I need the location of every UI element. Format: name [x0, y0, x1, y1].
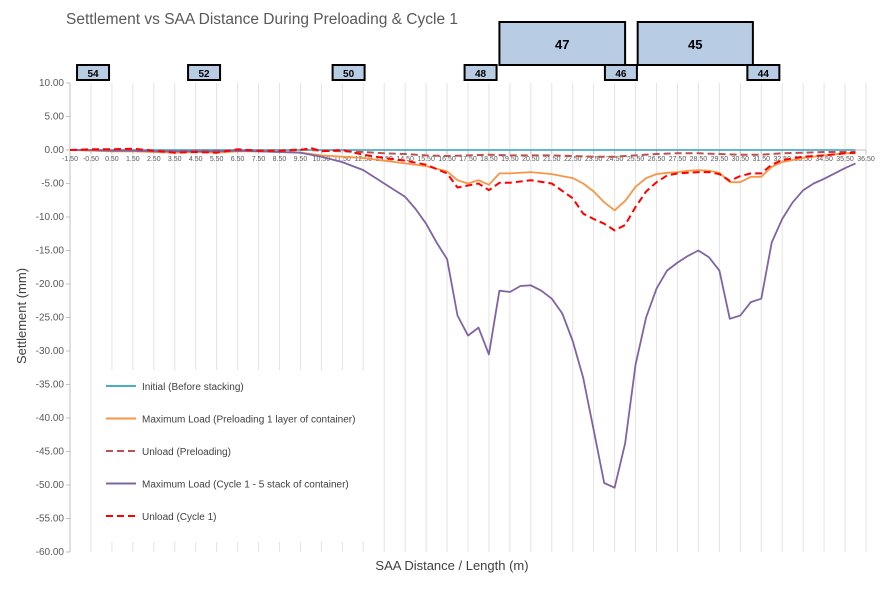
series-lines — [69, 147, 856, 489]
x-tick-label: 35.50 — [836, 156, 854, 163]
x-tick-label: 10.50 — [313, 156, 331, 163]
legend-label: Maximum Load (Preloading 1 layer of cont… — [142, 415, 355, 426]
x-tick-label: 23.50 — [585, 156, 603, 163]
legend-box — [96, 370, 374, 542]
x-tick-label: 19.50 — [501, 156, 519, 163]
y-tick-label: -45.00 — [36, 447, 65, 458]
x-tick-label: 13.50 — [375, 156, 393, 163]
y-tick-label: -50.00 — [36, 480, 65, 491]
x-tick-label: 31.50 — [752, 156, 770, 163]
x-tick-label: 9.50 — [294, 156, 308, 163]
x-tick-label: 11.50 — [334, 156, 351, 163]
x-tick-label: 12.50 — [354, 156, 372, 163]
container-marker-label: 48 — [475, 69, 487, 80]
y-tick-label: -10.00 — [36, 212, 65, 223]
x-tick-label: 3.50 — [168, 156, 182, 163]
y-tick-label: -40.00 — [36, 413, 65, 424]
x-tick-label: 6.50 — [231, 156, 245, 163]
x-tick-label: 8.50 — [273, 156, 287, 163]
container-marker — [187, 64, 222, 81]
container-marker-label: 44 — [758, 69, 770, 80]
container-marker-label: 46 — [615, 69, 627, 80]
x-tick-label: 26.50 — [648, 156, 666, 163]
x-tick-label: -0.50 — [83, 156, 99, 163]
y-tick-label: -20.00 — [36, 279, 65, 290]
container-marker — [746, 64, 781, 81]
x-tick-label: 0.50 — [105, 156, 119, 163]
legend-label: Unload (Preloading) — [142, 447, 231, 458]
x-tick-label: 22.50 — [564, 156, 582, 163]
y-tick-label: -25.00 — [36, 313, 65, 324]
x-tick-label: 1.50 — [126, 156, 140, 163]
y-tick-label: -5.00 — [41, 179, 64, 190]
series-line-unload-cycle-1 — [69, 147, 856, 232]
legend-label: Initial (Before stacking) — [142, 382, 244, 393]
y-tick-label: -35.00 — [36, 380, 65, 391]
x-tick-label: 7.50 — [252, 156, 266, 163]
x-tick-label: 33.50 — [794, 156, 812, 163]
container-marker-label: 54 — [87, 69, 99, 80]
container-block — [636, 21, 754, 66]
x-tick-label: 15.50 — [417, 156, 435, 163]
x-tick-label: 5.50 — [210, 156, 224, 163]
y-tick-label: -55.00 — [36, 514, 65, 525]
x-tick-label: 17.50 — [459, 156, 477, 163]
annotations: 54 52 50 48 46 44 47 45 — [76, 21, 781, 81]
y-tick-label: 10.00 — [39, 78, 64, 89]
legend-label: Maximum Load (Cycle 1 - 5 stack of conta… — [142, 480, 349, 491]
y-tick-label: -15.00 — [36, 246, 65, 257]
legend: Initial (Before stacking) Maximum Load (P… — [106, 382, 355, 523]
x-tick-label: 34.50 — [815, 156, 833, 163]
axes: -1.50-0.500.501.502.503.504.505.506.507.… — [36, 78, 875, 558]
x-tick-label: 4.50 — [189, 156, 203, 163]
container-marker-label: 50 — [343, 69, 355, 80]
y-tick-label: 0.00 — [45, 145, 65, 156]
y-tick-label: -30.00 — [36, 346, 65, 357]
container-marker — [463, 64, 498, 81]
x-tick-label: 27.50 — [669, 156, 687, 163]
x-tick-label: 21.50 — [543, 156, 561, 163]
x-tick-label: 14.50 — [396, 156, 414, 163]
container-block — [498, 21, 627, 66]
series-line-maximum-load-cycle-1-5-stack-of-container — [70, 149, 856, 489]
x-tick-label: 20.50 — [522, 156, 540, 163]
y-tick-label: -60.00 — [36, 547, 65, 558]
x-tick-label: 30.50 — [732, 156, 750, 163]
container-block-label: 45 — [688, 37, 702, 52]
container-marker-label: 52 — [199, 69, 211, 80]
x-tick-label: 36.50 — [857, 156, 875, 163]
x-tick-label: 2.50 — [147, 156, 161, 163]
chart-title: Settlement vs SAA Distance During Preloa… — [66, 11, 458, 28]
x-axis-title: SAA Distance / Length (m) — [375, 558, 528, 573]
container-block-label: 47 — [555, 37, 569, 52]
container-marker — [331, 64, 366, 81]
x-tick-label: 25.50 — [627, 156, 645, 163]
y-tick-label: 5.00 — [45, 112, 65, 123]
x-tick-label: 18.50 — [480, 156, 498, 163]
x-tick-label: 24.50 — [606, 156, 624, 163]
legend-label: Unload (Cycle 1) — [142, 512, 216, 523]
x-tick-label: 29.50 — [711, 156, 729, 163]
y-axis-title: Settlement (mm) — [14, 268, 29, 364]
x-tick-label: 32.50 — [773, 156, 791, 163]
x-tick-label: 16.50 — [438, 156, 456, 163]
container-marker — [76, 64, 111, 81]
x-tick-label: 28.50 — [690, 156, 708, 163]
